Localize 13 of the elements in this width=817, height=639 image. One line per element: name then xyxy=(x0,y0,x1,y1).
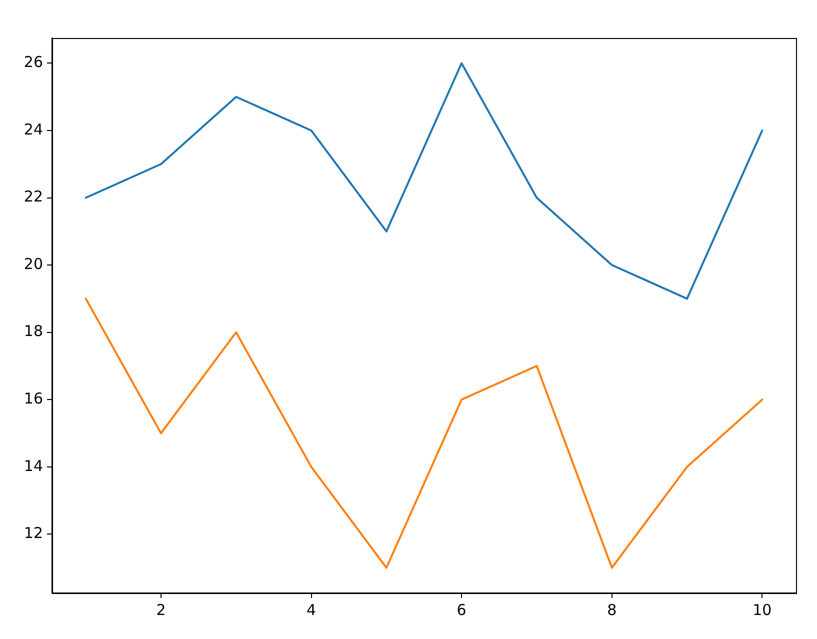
y-tick-label: 18 xyxy=(24,322,43,340)
y-tick-label: 24 xyxy=(24,120,43,138)
y-tick-label: 14 xyxy=(24,456,43,475)
x-tick-label: 2 xyxy=(156,600,166,619)
y-tick-label: 22 xyxy=(24,188,43,206)
y-tick-label: 20 xyxy=(24,254,43,273)
x-tick-label: 8 xyxy=(607,600,617,619)
x-tick-label: 10 xyxy=(752,600,772,619)
y-tick-label: 12 xyxy=(24,524,43,542)
x-tick-label: 4 xyxy=(306,600,316,619)
x-tick-label: 6 xyxy=(456,600,466,619)
y-tick-label: 26 xyxy=(24,53,43,72)
y-tick-label: 16 xyxy=(24,389,43,408)
